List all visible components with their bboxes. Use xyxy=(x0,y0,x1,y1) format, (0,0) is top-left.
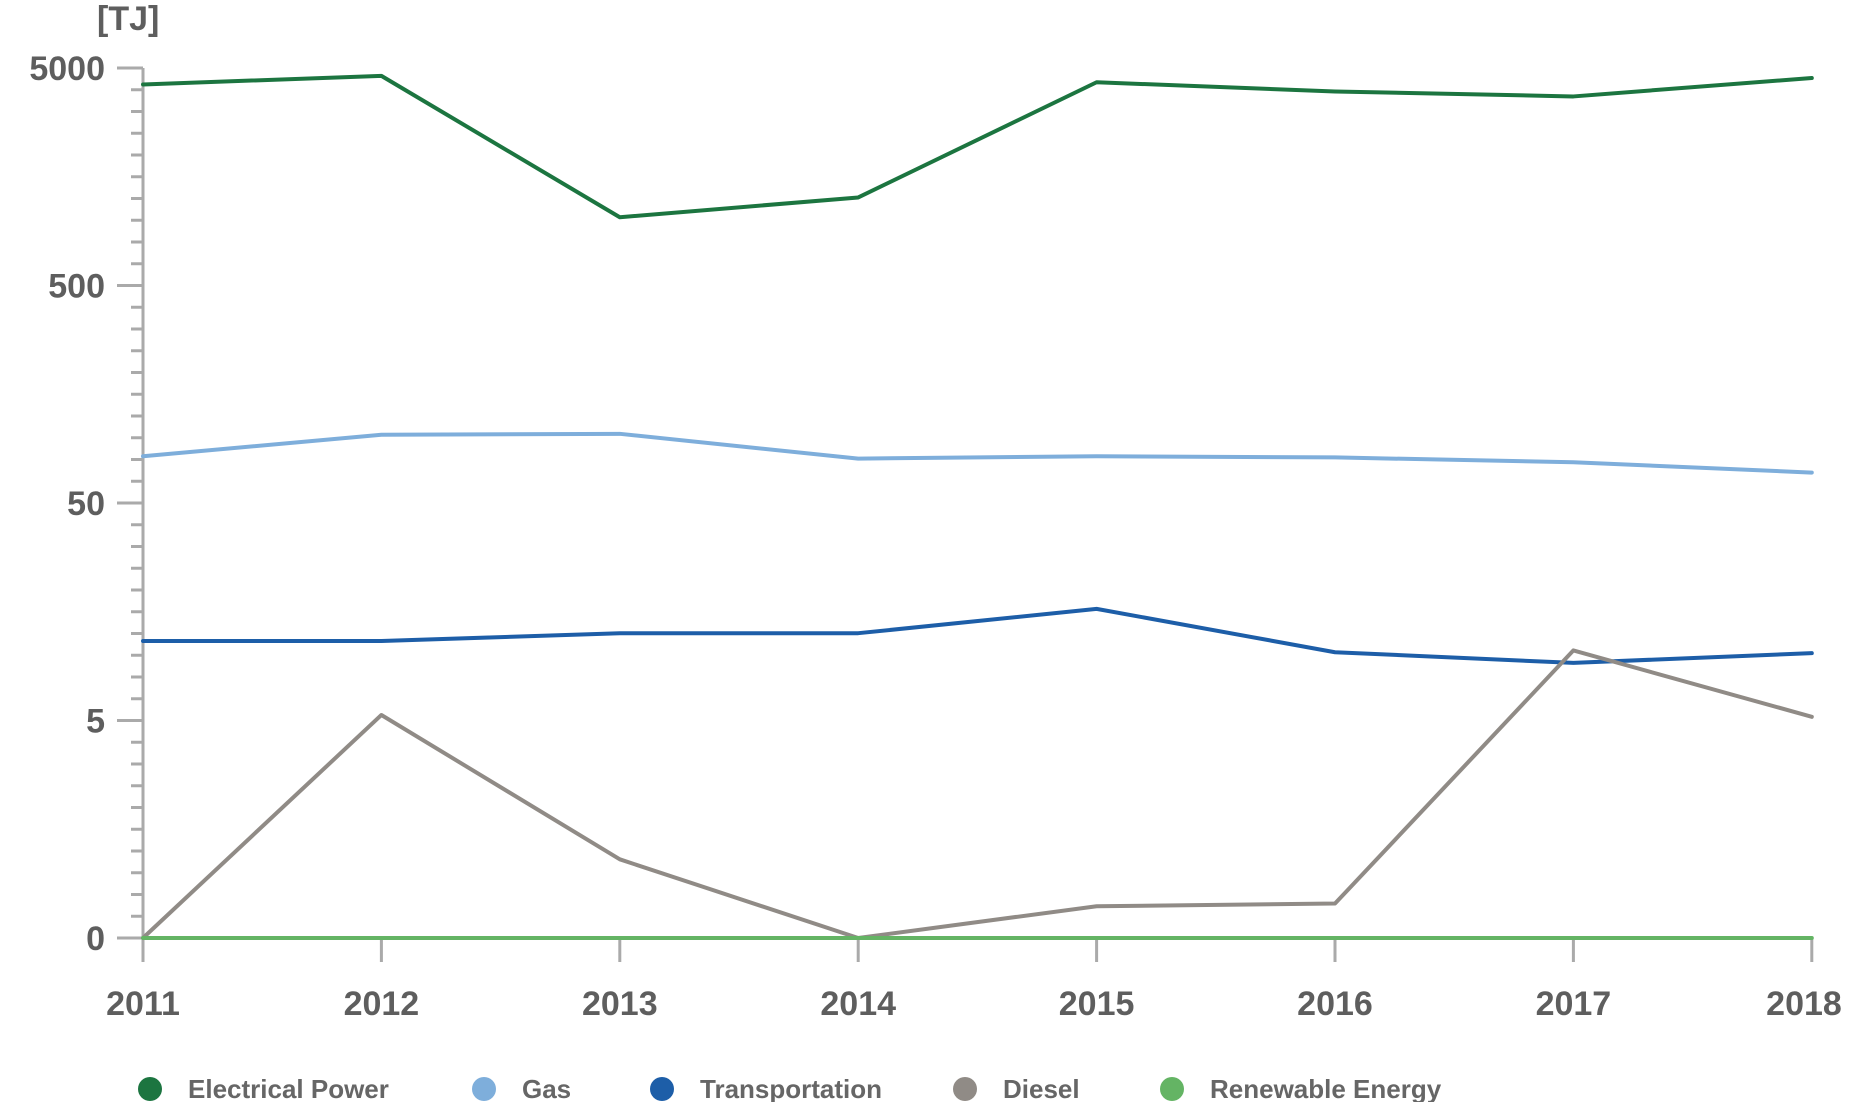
legend-item-electrical-power: Electrical Power xyxy=(138,1074,389,1102)
x-tick-label: 2015 xyxy=(1059,985,1135,1023)
y-tick-label: 5 xyxy=(86,703,105,741)
x-tick-label: 2014 xyxy=(820,985,896,1023)
x-tick-label: 2018 xyxy=(1766,985,1842,1023)
legend-item-gas: Gas xyxy=(472,1074,571,1102)
legend: Electrical Power Gas Transportation Diesel R… xyxy=(138,1074,1442,1102)
legend-item-renewable-energy: Renewable Energy xyxy=(1160,1074,1442,1102)
legend-swatch xyxy=(472,1077,496,1101)
y-tick-label: 50 xyxy=(67,485,105,523)
legend-item-diesel: Diesel xyxy=(953,1074,1080,1102)
x-tick-label: 2017 xyxy=(1536,985,1612,1023)
legend-label: Renewable Energy xyxy=(1210,1074,1442,1102)
x-tick-label: 2016 xyxy=(1297,985,1373,1023)
legend-label: Electrical Power xyxy=(188,1074,389,1102)
y-unit-label: [TJ] xyxy=(97,0,159,38)
x-axis: 2011 2012 2013 2014 2015 2016 2017 2018 xyxy=(106,936,1842,1023)
x-tick-label: 2011 xyxy=(106,985,180,1023)
y-axis: [TJ] 0 5 50 500 5000 xyxy=(29,0,159,958)
series-line-transportation xyxy=(141,606,1814,665)
x-tick-label: 2012 xyxy=(344,985,420,1023)
series-lines xyxy=(141,73,1814,940)
legend-swatch xyxy=(953,1077,977,1101)
legend-label: Gas xyxy=(522,1074,571,1102)
legend-label: Transportation xyxy=(700,1074,882,1102)
x-tick-label: 2013 xyxy=(582,985,658,1023)
series-line-electrical-power xyxy=(141,73,1814,220)
series-line-diesel xyxy=(141,648,1814,940)
legend-swatch xyxy=(1160,1077,1184,1101)
y-tick-label: 0 xyxy=(86,920,105,958)
y-tick-label: 5000 xyxy=(29,50,105,88)
legend-swatch xyxy=(650,1077,674,1101)
legend-label: Diesel xyxy=(1003,1074,1080,1102)
legend-item-transportation: Transportation xyxy=(650,1074,882,1102)
y-tick-label: 500 xyxy=(48,268,105,306)
legend-swatch xyxy=(138,1077,162,1101)
series-line-gas xyxy=(141,431,1814,475)
